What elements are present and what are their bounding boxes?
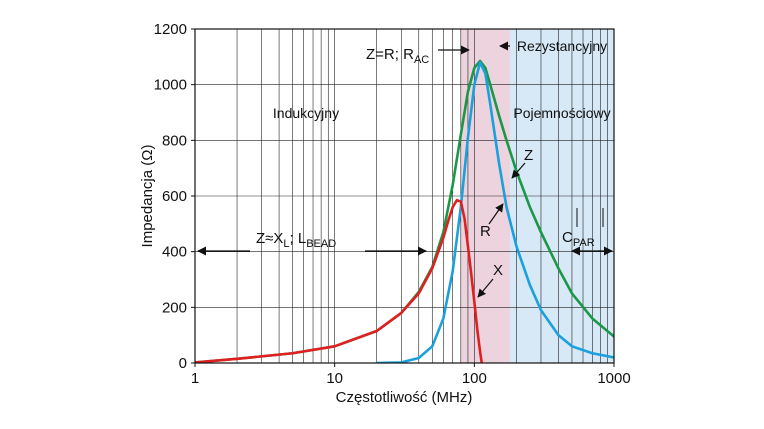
- x-axis-title: Częstotliwość (MHz): [336, 389, 473, 406]
- annotation-cpar: CPAR: [562, 229, 595, 249]
- series-label-x: X: [493, 262, 503, 279]
- x-tick-label: 10: [326, 370, 343, 387]
- series-line-x: [195, 198, 484, 363]
- y-tick-label: 600: [162, 188, 187, 205]
- x-tick-label: 100: [462, 370, 487, 387]
- region-label-capacitive: Pojemnościowy: [513, 105, 610, 121]
- annotation-z-rac: Z=R; RAC: [366, 46, 429, 66]
- series-line-r: [375, 61, 614, 363]
- y-tick-label: 1000: [154, 77, 187, 94]
- y-axis-title: Impedancja (Ω): [139, 145, 156, 248]
- y-tick-label: 200: [162, 299, 187, 316]
- y-tick-label: 400: [162, 244, 187, 261]
- region-label-inductive: Indukcyjny: [273, 105, 339, 121]
- axis-ticks: 1 10 100 1000 0 200 400 600 800 1000 1200: [154, 21, 631, 387]
- annotation-z-xl: Z≈XL; LBEAD: [256, 230, 336, 250]
- series-label-r: R: [480, 223, 491, 240]
- y-tick-label: 1200: [154, 21, 187, 38]
- series-lines: [195, 59, 614, 363]
- y-tick-label: 800: [162, 132, 187, 149]
- series-label-z: Z: [524, 147, 533, 164]
- series-pointer-z: [511, 162, 526, 179]
- series-pointer-r: [488, 203, 504, 225]
- x-tick-label: 1000: [597, 370, 630, 387]
- series-pointer-x: [477, 278, 494, 298]
- y-tick-label: 0: [179, 355, 187, 372]
- region-label-resistive: Rezystancyjny: [517, 38, 607, 54]
- x-tick-label: 1: [191, 370, 199, 387]
